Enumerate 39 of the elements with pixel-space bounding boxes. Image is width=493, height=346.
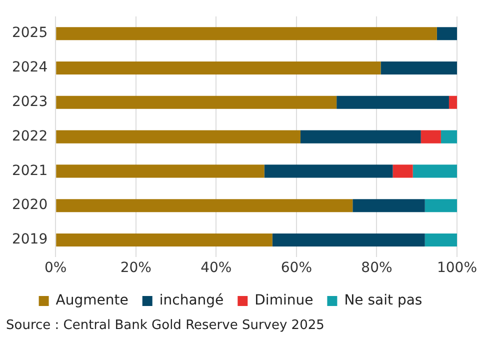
bar <box>424 199 457 212</box>
bar <box>56 130 300 144</box>
bar <box>424 233 457 247</box>
bar <box>272 233 425 247</box>
x-tick-label: 100% <box>436 260 478 276</box>
bar <box>392 164 413 178</box>
bar <box>448 96 457 109</box>
bar <box>56 61 381 75</box>
bar <box>440 130 457 144</box>
y-tick-label: 2019 <box>12 232 48 248</box>
legend-label: inchangé <box>159 292 224 309</box>
bar <box>56 233 272 247</box>
y-tick-label: 2022 <box>12 128 48 144</box>
y-tick-label: 2020 <box>12 197 48 214</box>
y-tick-label: 2021 <box>12 162 48 179</box>
x-tick-label: 60% <box>280 260 312 276</box>
legend-label: Augmente <box>56 292 128 309</box>
x-tick-label: 0% <box>44 260 67 276</box>
bar <box>56 27 437 40</box>
source-note: Source : Central Bank Gold Reserve Survey 2025 <box>6 318 326 333</box>
bar <box>436 27 457 40</box>
bar <box>264 164 393 178</box>
bar <box>380 61 457 75</box>
y-tick-label: 2024 <box>12 60 48 76</box>
legend-label: Ne sait pas <box>344 292 422 309</box>
y-tick-label: 2023 <box>12 94 48 110</box>
bar <box>56 164 264 178</box>
x-tick-label: 80% <box>361 260 392 276</box>
bar <box>420 130 441 144</box>
bar <box>300 130 421 144</box>
y-tick-label: 2025 <box>12 25 48 42</box>
bar <box>336 96 449 109</box>
x-tick-label: 40% <box>200 260 232 276</box>
bar <box>412 164 457 178</box>
bar <box>56 96 337 109</box>
legend-label: Diminue <box>254 292 314 309</box>
bar <box>352 199 425 212</box>
bar <box>56 199 353 212</box>
x-tick-label: 20% <box>120 260 152 276</box>
